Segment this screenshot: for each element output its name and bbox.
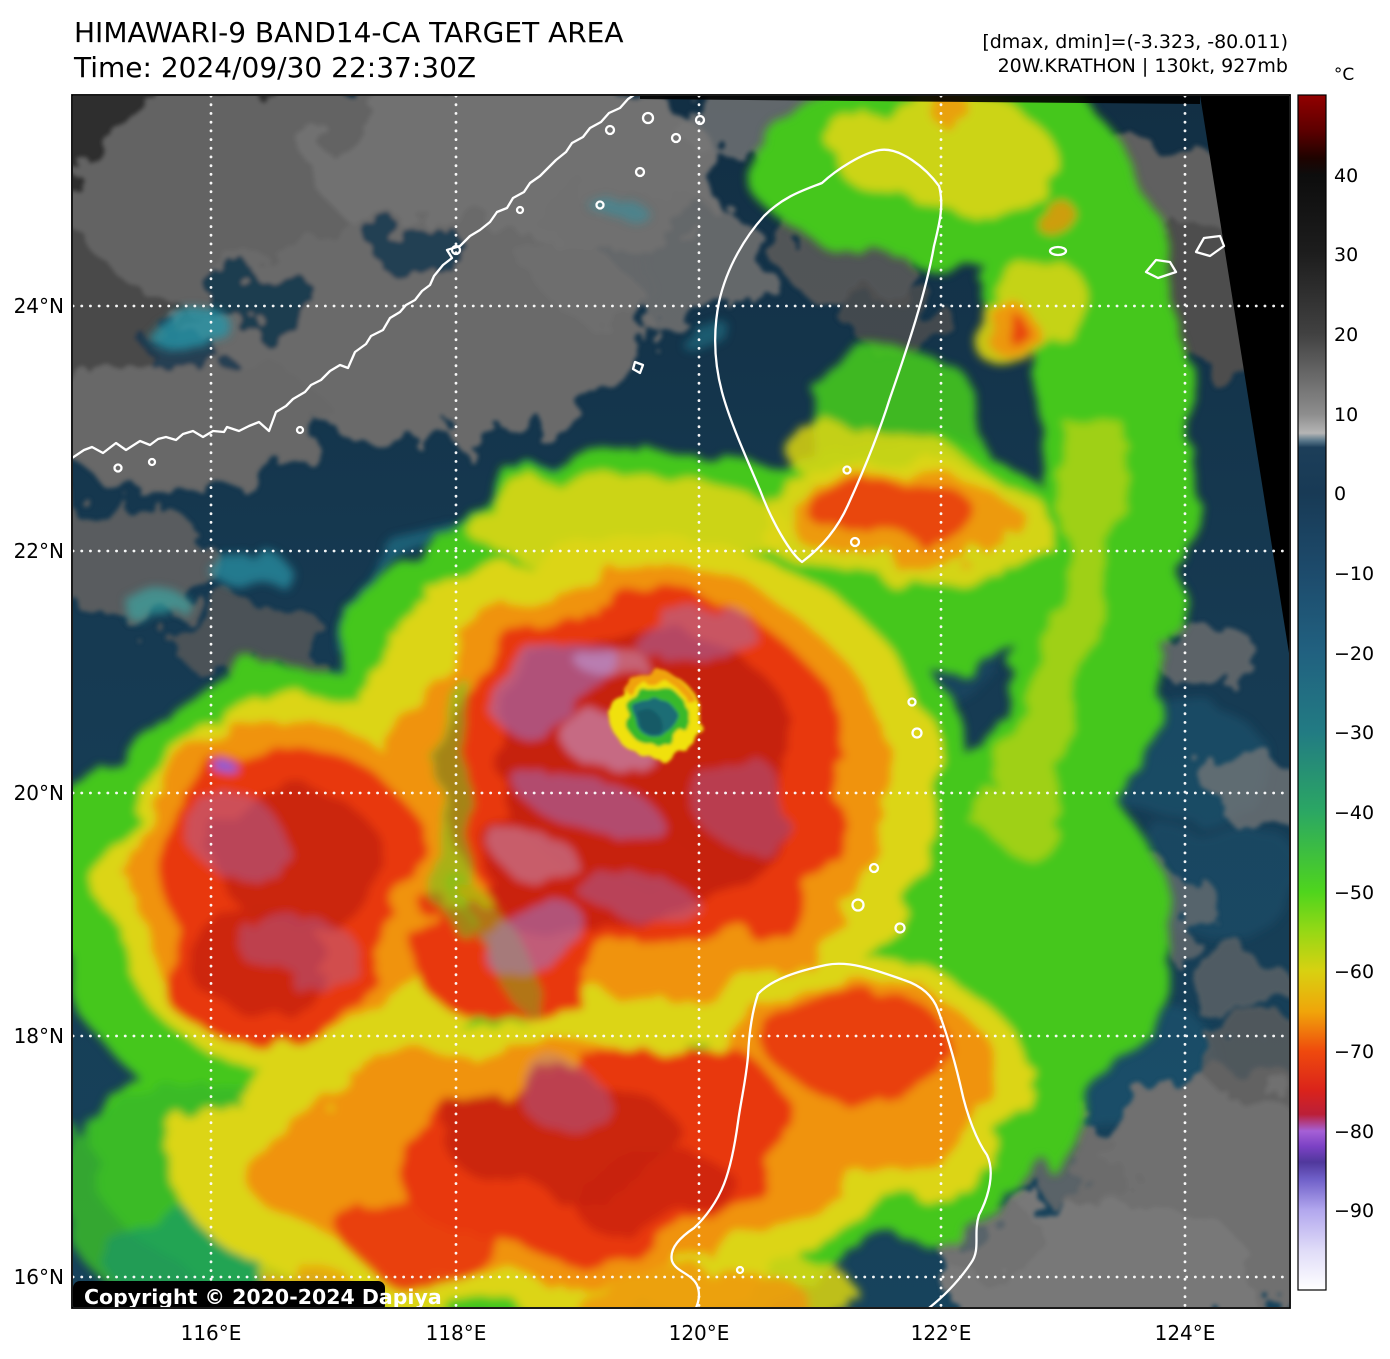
y-tick-22n: 22°N (14, 539, 64, 563)
x-axis-labels: 116°E 118°E 120°E 122°E 124°E (181, 1321, 1216, 1345)
iriomote-island (1194, 234, 1226, 258)
no-data-region (640, 96, 1289, 654)
y-tick-18n: 18°N (14, 1024, 64, 1048)
taiwan-coastline (714, 148, 943, 564)
typhoon-eye (612, 671, 700, 760)
cbar-tick--60: −60 (1334, 961, 1374, 983)
gray-cloud-field (73, 96, 1289, 1307)
cbar-tick--70: −70 (1334, 1041, 1374, 1063)
colorbar-gradient (1297, 94, 1327, 1291)
y-tick-24n: 24°N (14, 294, 64, 318)
x-tick-118e: 118°E (426, 1321, 487, 1345)
cbar-tick--20: −20 (1334, 643, 1374, 665)
cbar-tick-40: 40 (1334, 165, 1358, 187)
y-tick-20n: 20°N (14, 781, 64, 805)
x-tick-122e: 122°E (911, 1321, 972, 1345)
map-frame (71, 94, 1291, 1309)
x-tick-120e: 120°E (669, 1321, 730, 1345)
ishigaki-island (1144, 258, 1178, 280)
cbar-tick-30: 30 (1334, 244, 1358, 266)
stats-line: [dmax, dmin]=(-3.323, -80.011) (982, 31, 1288, 53)
luzon-coastline-east (756, 962, 992, 1307)
copyright-badge: Copyright © 2020-2024 Dapiya (73, 1281, 442, 1309)
typhoon-cloud-field (73, 96, 1196, 1307)
cbar-tick--90: −90 (1334, 1200, 1374, 1222)
cbar-tick-10: 10 (1334, 404, 1358, 426)
cbar-tick--30: −30 (1334, 722, 1374, 744)
cbar-tick-0: 0 (1334, 483, 1346, 505)
y-tick-16n: 16°N (14, 1265, 64, 1289)
cbar-tick--50: −50 (1334, 882, 1374, 904)
cbar-tick--40: −40 (1334, 802, 1374, 824)
colorbar: °C 40 30 20 10 0 −10 −20 −30 −40 −50 −60… (1297, 65, 1374, 1291)
y-axis-labels: 24°N 22°N 20°N 18°N 16°N (14, 294, 64, 1289)
x-tick-116e: 116°E (181, 1321, 242, 1345)
satellite-map: Copyright © 2020-2024 Dapiya (73, 96, 1289, 1309)
colorbar-unit: °C (1334, 65, 1354, 85)
figure-title: HIMAWARI-9 BAND14-CA TARGET AREA (74, 16, 624, 49)
figure-time: Time: 2024/09/30 22:37:30Z (73, 51, 476, 84)
cbar-tick--10: −10 (1334, 563, 1374, 585)
cbar-tick--80: −80 (1334, 1121, 1374, 1143)
storm-line: 20W.KRATHON | 130kt, 927mb (998, 55, 1288, 77)
cbar-tick-20: 20 (1334, 324, 1358, 346)
x-tick-124e: 124°E (1155, 1321, 1216, 1345)
copyright-text: Copyright © 2020-2024 Dapiya (84, 1285, 442, 1309)
violet-swirls (190, 613, 790, 1120)
china-coastline (73, 96, 635, 459)
graticule (73, 96, 1289, 1307)
colorbar-tick-labels: 40 30 20 10 0 −10 −20 −30 −40 −50 −60 −7… (1334, 165, 1374, 1222)
luzon-coastline-west (670, 992, 760, 1307)
